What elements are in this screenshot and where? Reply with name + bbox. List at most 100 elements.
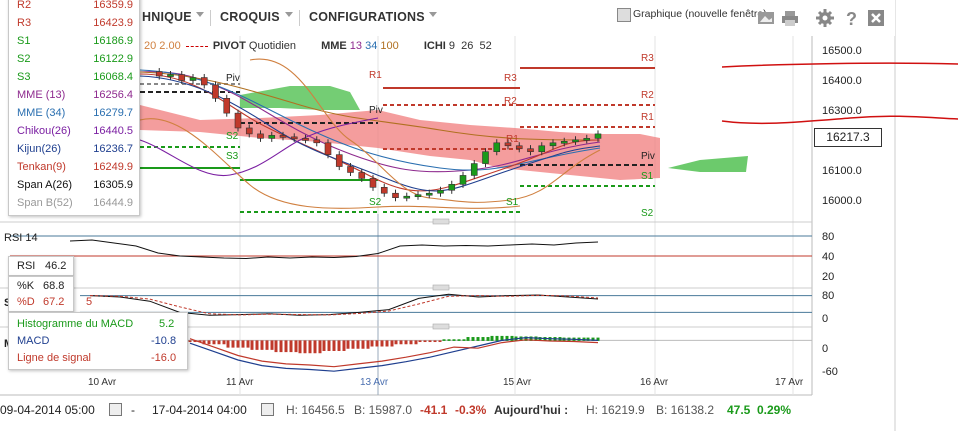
menu-croquis[interactable]: CROQUIS [220,10,280,24]
candle-body [493,142,501,153]
period-change: -41.1 [420,403,448,417]
chevron-down-icon[interactable] [196,12,204,17]
candle-body [538,145,546,152]
menu-configurations[interactable]: CONFIGURATIONS [309,10,425,24]
macd-histogram-bar [481,337,485,341]
signal-value: -16.0 [151,352,177,364]
macd-histogram-bar [217,340,221,345]
chevron-down-icon[interactable] [285,12,293,17]
macd-line [189,336,599,372]
x-axis-label: 16 Avr [640,377,669,388]
mme-label: MME [321,40,347,52]
legend-item-name: Tenkan(9) [17,161,66,173]
legend-item-name: MME (34) [17,107,66,119]
stoch-k-label: %K [17,280,35,292]
pivot-piv-label: Piv [641,151,655,162]
candle-body [482,151,489,164]
legend-item: Span B(52) 16444.9 [17,195,137,213]
legend-item: Tenkan(9) 16249.9 [17,159,137,177]
macd-histogram-bar [538,337,542,341]
price-tick: 16000.0 [822,195,862,207]
rsi-value-box: RSI 46.2 [8,256,74,276]
legend-item-value: 16068.4 [93,71,133,83]
candle-body [324,142,332,155]
x-axis-label: 11 Avr [226,377,254,388]
stoch-d-value: 67.2 [43,296,65,308]
candle-body [245,127,253,135]
macd-histogram-bar [226,340,230,348]
legend-item-name: Chikou(26) [17,125,71,137]
rsi-tick: 80 [822,231,835,243]
stoch-k-line [89,293,599,316]
price-tick: 16400.0 [822,75,862,87]
rsi-pane-handle [432,218,450,225]
today-low: B: 16138.2 [656,403,715,417]
stoch-tick: 80 [822,290,835,302]
candle-body [178,74,186,81]
chevron-down-icon[interactable] [429,12,437,17]
new-window-link[interactable]: Graphique (nouvelle fenêtre) [633,8,767,20]
pivot-r3-label: R3 [504,73,517,84]
calendar-icon[interactable] [109,403,122,416]
legend-item: Kijun(26) 16236.7 [17,141,137,159]
signal-label: Ligne de signal [17,352,92,364]
macd-histogram-bar [452,339,456,341]
today-change-pct: 0.29% [757,403,792,417]
pivot-s3-label: S3 [226,151,239,162]
candle-body [257,133,264,139]
candle-body [403,195,411,199]
candle-body [200,77,208,86]
macd-hist-value: 5.2 [159,318,175,330]
macd-histogram-bar [433,340,437,343]
new-window-icon[interactable] [617,8,631,22]
image-icon[interactable] [757,9,775,27]
macd-histogram-bar [370,340,374,347]
stoch-title: S [4,297,11,309]
pivot-s2-label: S2 [226,131,239,142]
candle-body [223,98,231,114]
macd-histogram-bar [394,340,398,345]
macd-histogram-bar [428,340,432,343]
macd-label: MACD [17,335,50,347]
macd-histogram-bar [318,340,322,354]
macd-histogram-bar [586,337,590,341]
legend-item: R3 16423.9 [17,15,137,33]
print-icon[interactable] [781,9,799,27]
candle-body [212,84,219,99]
legend-item-name: Span A(26) [17,179,73,191]
candle-body [437,189,444,194]
rsi-value: 46.2 [45,260,67,272]
svg-text:?: ? [846,9,857,27]
macd-histogram-bar [486,337,490,341]
macd-histogram-bar [500,335,504,341]
macd-histogram-bar [409,340,413,345]
macd-histogram-bar [332,340,336,351]
menu-technique[interactable]: HNIQUE [142,10,192,24]
legend-item-name: Span B(52) [17,197,73,209]
candle-body [335,154,343,167]
macd-histogram-bar [284,340,288,353]
menu-divider [299,10,300,26]
macd-histogram-bar [246,340,250,348]
bollinger-params: 20 2.00 [144,40,181,52]
help-icon[interactable]: ? [842,9,860,27]
macd-histogram-bar [255,340,259,350]
macd-histogram-bar [390,340,394,347]
legend-item-name: S3 [17,71,31,83]
macd-histogram-bar [490,335,494,341]
macd-histogram-bar [476,337,480,341]
legend-item-value: 16186.9 [93,35,133,47]
legend-item-name: S2 [17,53,31,65]
legend-item-value: 16359.9 [93,0,133,11]
close-icon[interactable] [867,9,885,27]
macd-histogram-bar [250,340,254,350]
today-change: 47.5 [727,403,751,417]
gear-icon[interactable] [816,9,834,27]
legend-item-name: R3 [17,17,32,29]
candle-body [279,135,287,138]
status-bar: 09-04-2014 05:00 - 17-04-2014 04:00 H: 1… [0,397,895,421]
legend-item: MME (34) 16279.7 [17,105,137,123]
calendar-icon[interactable] [261,403,274,416]
macd-histogram-bar [399,340,403,345]
legend-item-value: 16249.9 [93,161,133,173]
